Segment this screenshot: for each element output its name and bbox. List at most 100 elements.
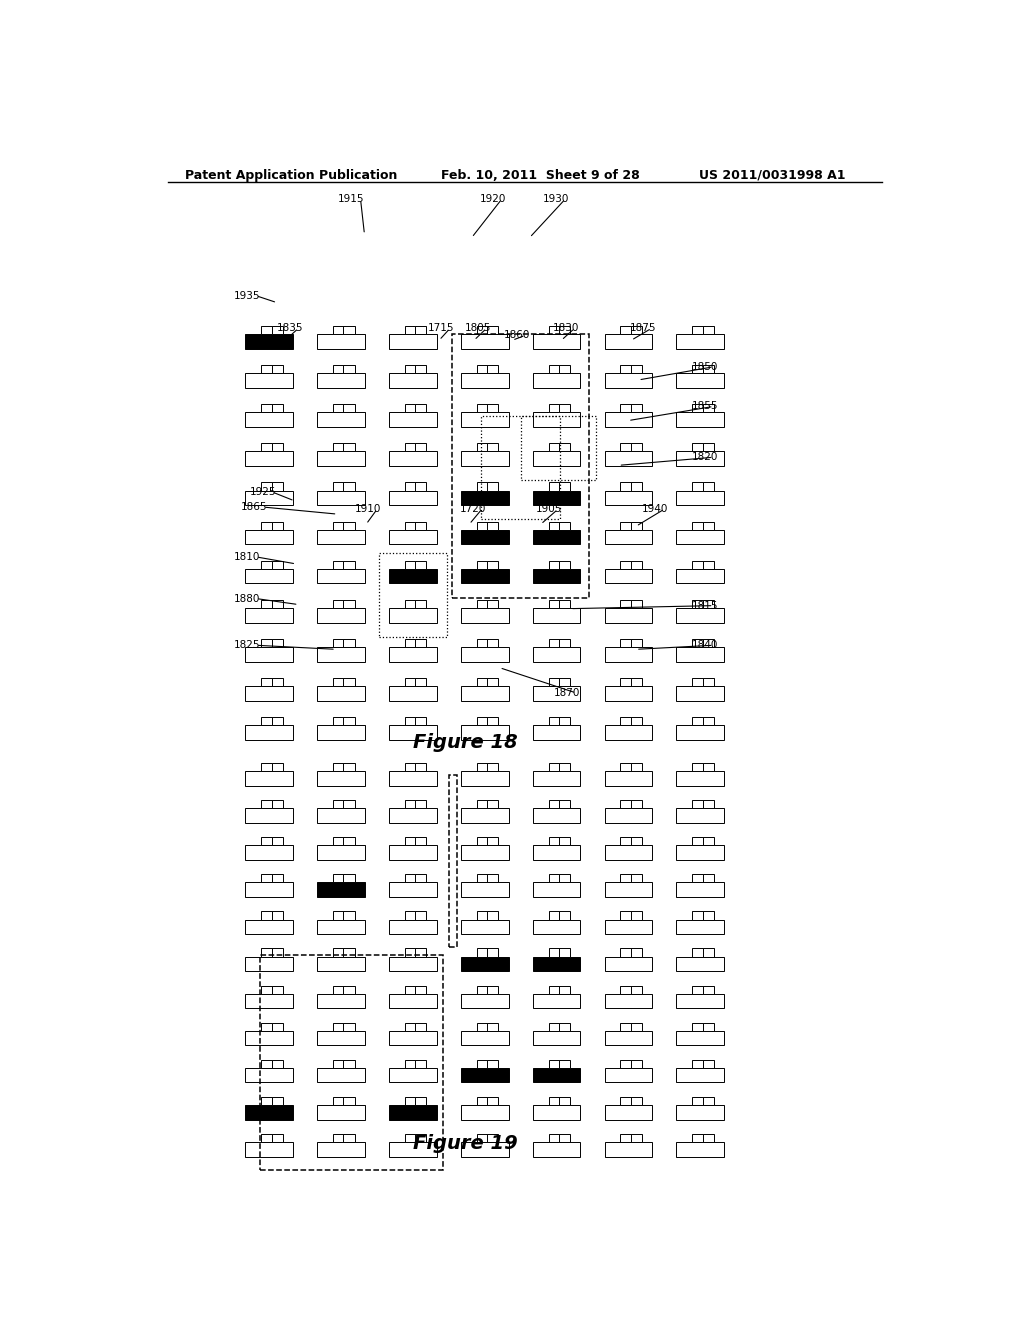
FancyBboxPatch shape (261, 366, 272, 374)
FancyBboxPatch shape (416, 1134, 426, 1142)
FancyBboxPatch shape (487, 837, 499, 845)
FancyBboxPatch shape (389, 451, 436, 466)
FancyBboxPatch shape (343, 599, 354, 609)
FancyBboxPatch shape (461, 883, 509, 898)
FancyBboxPatch shape (487, 483, 499, 491)
FancyBboxPatch shape (461, 569, 509, 583)
FancyBboxPatch shape (559, 639, 570, 647)
FancyBboxPatch shape (487, 561, 499, 569)
FancyBboxPatch shape (549, 717, 560, 726)
FancyBboxPatch shape (246, 994, 293, 1008)
FancyBboxPatch shape (677, 609, 724, 623)
FancyBboxPatch shape (389, 529, 436, 544)
FancyBboxPatch shape (631, 326, 642, 334)
FancyBboxPatch shape (261, 561, 272, 569)
FancyBboxPatch shape (461, 1031, 509, 1045)
FancyBboxPatch shape (487, 986, 499, 994)
FancyBboxPatch shape (631, 599, 642, 609)
FancyBboxPatch shape (333, 800, 344, 808)
FancyBboxPatch shape (631, 986, 642, 994)
FancyBboxPatch shape (532, 957, 581, 972)
FancyBboxPatch shape (677, 957, 724, 972)
FancyBboxPatch shape (317, 609, 365, 623)
FancyBboxPatch shape (343, 326, 354, 334)
FancyBboxPatch shape (261, 949, 272, 957)
FancyBboxPatch shape (621, 404, 632, 412)
FancyBboxPatch shape (261, 1097, 272, 1105)
Text: 1880: 1880 (233, 594, 260, 603)
FancyBboxPatch shape (604, 957, 652, 972)
Text: Figure 19: Figure 19 (413, 1134, 518, 1154)
FancyBboxPatch shape (532, 491, 581, 506)
FancyBboxPatch shape (532, 845, 581, 859)
FancyBboxPatch shape (532, 412, 581, 426)
FancyBboxPatch shape (416, 483, 426, 491)
FancyBboxPatch shape (416, 986, 426, 994)
FancyBboxPatch shape (702, 949, 714, 957)
FancyBboxPatch shape (416, 717, 426, 726)
FancyBboxPatch shape (702, 404, 714, 412)
Text: 1810: 1810 (233, 552, 260, 562)
FancyBboxPatch shape (604, 412, 652, 426)
FancyBboxPatch shape (317, 451, 365, 466)
FancyBboxPatch shape (343, 717, 354, 726)
FancyBboxPatch shape (271, 1134, 283, 1142)
FancyBboxPatch shape (532, 726, 581, 741)
FancyBboxPatch shape (559, 366, 570, 374)
FancyBboxPatch shape (621, 483, 632, 491)
FancyBboxPatch shape (702, 483, 714, 491)
FancyBboxPatch shape (631, 1060, 642, 1068)
FancyBboxPatch shape (532, 686, 581, 701)
FancyBboxPatch shape (389, 374, 436, 388)
FancyBboxPatch shape (389, 647, 436, 661)
FancyBboxPatch shape (549, 366, 560, 374)
FancyBboxPatch shape (631, 874, 642, 883)
FancyBboxPatch shape (559, 1060, 570, 1068)
Text: 1875: 1875 (630, 323, 656, 333)
FancyBboxPatch shape (317, 529, 365, 544)
FancyBboxPatch shape (702, 521, 714, 529)
FancyBboxPatch shape (677, 845, 724, 859)
FancyBboxPatch shape (261, 874, 272, 883)
FancyBboxPatch shape (343, 1097, 354, 1105)
FancyBboxPatch shape (477, 444, 487, 451)
FancyBboxPatch shape (549, 444, 560, 451)
FancyBboxPatch shape (692, 911, 703, 920)
FancyBboxPatch shape (702, 717, 714, 726)
FancyBboxPatch shape (461, 957, 509, 972)
FancyBboxPatch shape (389, 726, 436, 741)
FancyBboxPatch shape (333, 444, 344, 451)
FancyBboxPatch shape (246, 569, 293, 583)
FancyBboxPatch shape (461, 647, 509, 661)
FancyBboxPatch shape (487, 763, 499, 771)
FancyBboxPatch shape (343, 366, 354, 374)
FancyBboxPatch shape (549, 837, 560, 845)
FancyBboxPatch shape (343, 561, 354, 569)
FancyBboxPatch shape (631, 521, 642, 529)
FancyBboxPatch shape (549, 521, 560, 529)
FancyBboxPatch shape (477, 717, 487, 726)
FancyBboxPatch shape (461, 920, 509, 935)
FancyBboxPatch shape (702, 1060, 714, 1068)
FancyBboxPatch shape (389, 883, 436, 898)
FancyBboxPatch shape (261, 1134, 272, 1142)
FancyBboxPatch shape (621, 1134, 632, 1142)
FancyBboxPatch shape (271, 326, 283, 334)
FancyBboxPatch shape (692, 1060, 703, 1068)
FancyBboxPatch shape (532, 883, 581, 898)
FancyBboxPatch shape (549, 561, 560, 569)
FancyBboxPatch shape (317, 412, 365, 426)
FancyBboxPatch shape (404, 986, 416, 994)
FancyBboxPatch shape (333, 1134, 344, 1142)
FancyBboxPatch shape (246, 491, 293, 506)
FancyBboxPatch shape (631, 949, 642, 957)
FancyBboxPatch shape (461, 994, 509, 1008)
FancyBboxPatch shape (404, 366, 416, 374)
FancyBboxPatch shape (246, 529, 293, 544)
FancyBboxPatch shape (487, 1134, 499, 1142)
FancyBboxPatch shape (559, 404, 570, 412)
FancyBboxPatch shape (333, 717, 344, 726)
Bar (379, 553, 447, 636)
FancyBboxPatch shape (621, 1097, 632, 1105)
FancyBboxPatch shape (317, 957, 365, 972)
